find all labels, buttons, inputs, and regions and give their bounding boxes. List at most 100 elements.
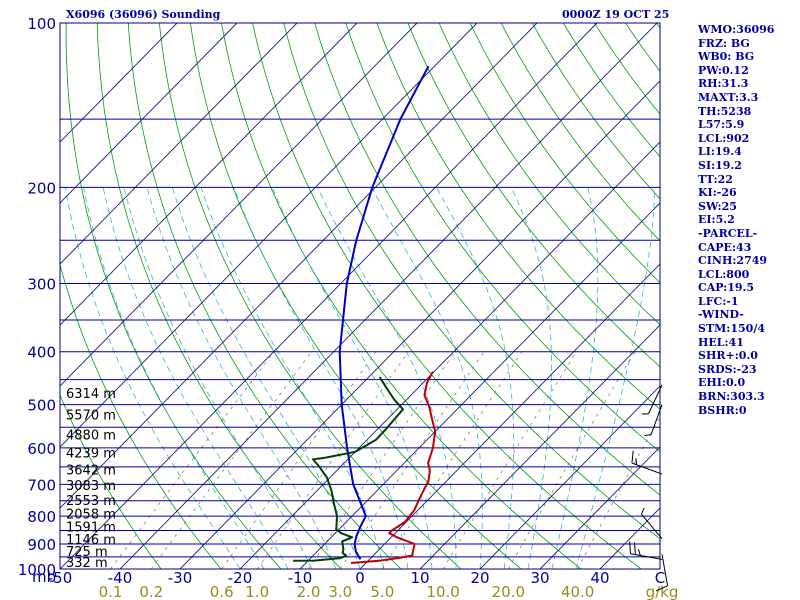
height-label: 2058 m	[66, 508, 116, 523]
mixing-ratio-label: 0.6	[210, 583, 234, 600]
wind-barb	[631, 450, 663, 475]
temperature-tick-label: 0	[355, 569, 365, 587]
stability-index-item: WMO:36096	[698, 23, 775, 36]
stability-index-item: TH:5238	[698, 104, 752, 118]
dewpoint-line	[293, 376, 404, 562]
wind-barb-half-flag	[644, 434, 652, 436]
isotherm	[419, 324, 660, 569]
stability-index-item: BRN:303.3	[698, 390, 765, 404]
moist-adiabat	[510, 187, 552, 569]
mixing-ratio-label: 0.2	[139, 583, 163, 600]
wind-barb	[644, 404, 663, 436]
stability-index-item: FRZ: BG	[698, 36, 750, 50]
height-label: 1146 m	[66, 533, 116, 548]
height-label: 4880 m	[66, 428, 116, 443]
isotherm	[239, 141, 660, 569]
mixing-ratio-unit: g/kg	[646, 583, 679, 600]
height-label: 6314 m	[66, 387, 116, 402]
height-label: 725 m	[66, 545, 108, 560]
mixing-ratio-line	[308, 351, 456, 569]
dry-adiabat	[314, 23, 660, 496]
temperature-tick-label: -20	[228, 569, 253, 587]
height-label: 1591 m	[66, 521, 116, 536]
temperature-tick-label: -30	[168, 569, 193, 587]
wind-barb	[656, 554, 669, 592]
stability-index-item: CAP:19.5	[698, 281, 755, 295]
temperature-tick-label: 40	[590, 569, 609, 587]
moist-adiabat	[233, 187, 409, 569]
moist-adiabat	[436, 187, 515, 569]
pressure-tick-label: 800	[27, 508, 56, 526]
sounding-title: X6096 (36096) Sounding	[66, 8, 221, 21]
mixing-ratio-line	[577, 416, 660, 569]
wind-barb-staff	[648, 384, 663, 415]
isotherm	[359, 263, 660, 569]
wind-barb	[640, 507, 663, 540]
dry-adiabat	[283, 23, 660, 540]
pressure-axis-unit: mb	[32, 568, 56, 586]
stability-index-item: EHI:0.0	[698, 376, 746, 390]
wind-barb-staff	[661, 554, 669, 586]
wind-barb	[629, 541, 663, 560]
wind-barb-full-flag	[634, 542, 636, 555]
isotherm	[60, 23, 598, 569]
temperature-tick-label: 10	[410, 569, 429, 587]
dry-adiabat	[252, 23, 642, 569]
stability-index-item: SHR+:0.0	[698, 349, 758, 363]
mixing-ratio-label: 1.0	[245, 583, 269, 600]
dry-adiabat	[500, 23, 660, 242]
pressure-tick-label: 400	[27, 344, 56, 362]
pressure-tick-label: 1000	[18, 561, 56, 579]
wind-barb-full-flag	[631, 450, 634, 464]
stability-index-item: LCL:902	[698, 131, 750, 145]
wind-barb-half-flag	[640, 507, 645, 515]
pressure-tick-label: 500	[27, 397, 56, 415]
stability-index-item: CAPE:43	[698, 240, 752, 254]
dry-adiabat	[127, 23, 402, 569]
wind-barb-half-flag	[637, 548, 641, 556]
mixing-ratio-label: 2.0	[297, 583, 321, 600]
sounding-valid-time: 0000Z 19 OCT 25	[562, 8, 670, 21]
wind-barb-staff	[650, 404, 663, 435]
mixing-ratio-line	[442, 351, 577, 569]
dry-adiabat	[438, 23, 660, 326]
dry-adiabat	[345, 23, 660, 453]
wind-barb-half-flag	[635, 458, 638, 465]
stability-index-item: -WIND-	[698, 308, 744, 322]
dry-adiabat	[60, 394, 162, 569]
dry-adiabat	[376, 23, 660, 410]
temperature-line	[350, 371, 437, 564]
dry-adiabat	[469, 23, 660, 284]
pressure-tick-label: 300	[27, 276, 56, 294]
isotherm	[539, 446, 660, 569]
stability-indices-list: WMO:36096 FRZ: BG WB0: BG PW:0.12 RH:31.3 MAX…	[698, 23, 774, 417]
stability-index-item: LI:19.4	[698, 145, 742, 159]
stability-index-item: SI:19.2	[698, 158, 742, 172]
sounding-profiles	[293, 65, 437, 564]
pressure-tick-label: 200	[27, 179, 56, 197]
mixing-ratio-label: 3.0	[328, 583, 352, 600]
stability-index-item: STM:150/4	[698, 322, 765, 336]
background-grid-lines	[60, 23, 800, 569]
moist-adiabat	[123, 187, 313, 569]
stability-index-item: KI:-26	[698, 186, 737, 200]
height-label: 4239 m	[66, 446, 116, 461]
height-label: 3642 m	[66, 463, 116, 478]
temperature-axis-unit: C	[655, 569, 665, 587]
isotherm	[479, 385, 660, 569]
temperature-tick-label: -10	[288, 569, 313, 587]
stability-index-item: LFC:-1	[698, 294, 739, 308]
dry-adiabat	[65, 23, 282, 569]
dry-adiabat	[531, 23, 660, 200]
height-label: 2553 m	[66, 494, 116, 509]
isotherm	[60, 23, 538, 509]
stability-index-item: CINH:2749	[698, 254, 768, 268]
temperature-tick-label: 30	[530, 569, 549, 587]
dry-adiabat	[781, 23, 800, 569]
plot-frame	[59, 22, 661, 570]
isotherm	[60, 23, 358, 326]
stability-index-item: HEL:41	[698, 335, 744, 349]
wind-barb	[641, 384, 663, 415]
